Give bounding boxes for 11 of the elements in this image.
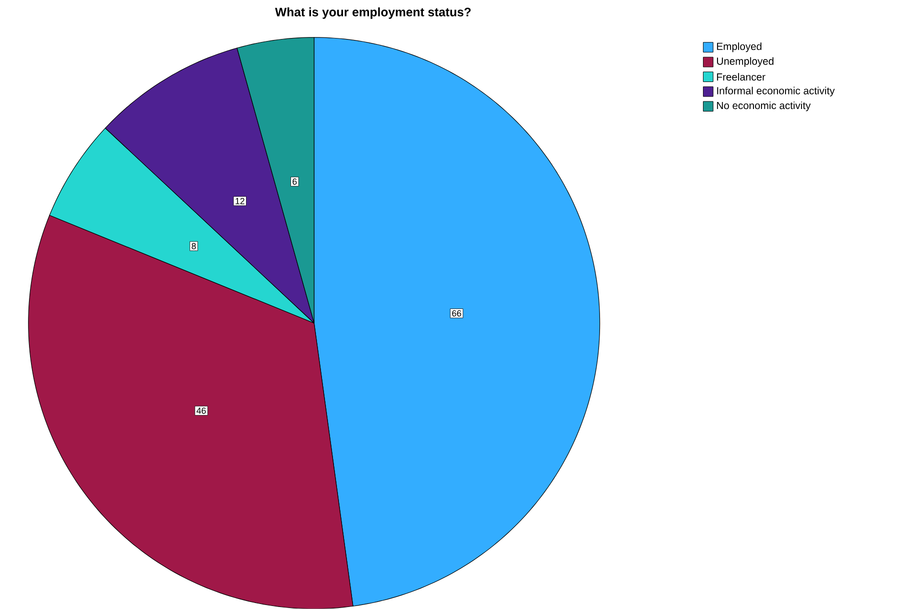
legend-label: Employed — [717, 42, 762, 52]
data-label: 66 — [452, 310, 462, 317]
chart-title: What is your employment status? — [275, 7, 471, 19]
data-label: 12 — [236, 198, 244, 204]
data-label: 8 — [192, 243, 196, 250]
legend-label: Informal economic activity — [717, 86, 835, 96]
data-label: 46 — [196, 408, 206, 414]
legend-label: No economic activity — [717, 102, 811, 112]
legend-label: Unemployed — [717, 57, 774, 67]
data-label: 6 — [292, 178, 297, 185]
legend-label: Freelancer — [717, 73, 766, 81]
